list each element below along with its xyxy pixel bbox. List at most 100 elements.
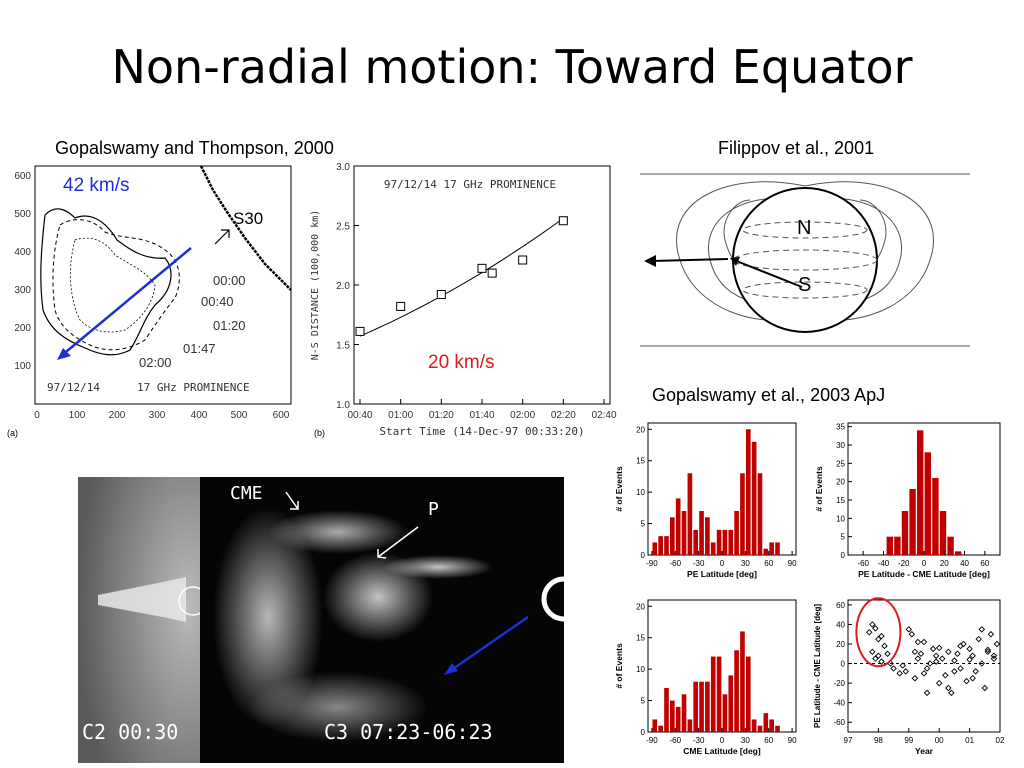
scatter-point [923,665,931,672]
data-point [436,290,446,300]
panel-b-frame [353,165,611,405]
yaxis-label: # of Events [814,466,824,512]
citation-gopalswamy-thompson: Gopalswamy and Thompson, 2000 [55,138,334,158]
histogram-bar [901,511,909,555]
scatter-point [966,645,973,653]
histogram-bar [652,542,658,555]
panel-a-ytick: 600 [14,171,31,182]
p-label: P [428,499,439,520]
xaxis-label: CME Latitude [deg] [683,746,761,756]
scatter-point [969,674,976,682]
panel-b-label: (b) [314,428,325,438]
ytick-label: -40 [833,699,845,708]
histogram-bar [681,694,687,732]
panel-b-xtick: 01:40 [469,410,494,421]
histogram-bar [670,700,675,732]
xtick-label: -90 [646,559,658,568]
scatter-point [957,665,964,672]
histogram-bar [775,725,780,732]
ytick-label: 25 [836,459,845,468]
scatter-point [911,648,919,656]
histogram-bar [652,719,658,732]
scatter-point [920,638,928,646]
histogram-bar [699,511,704,555]
histogram-bar [745,656,751,732]
histogram-bar [751,441,757,555]
panel-a-contour-map: 600 500 400 300 200 100 0 100 200 300 40… [7,165,292,438]
histogram-bar [722,694,728,732]
xaxis-label: PE Latitude - CME Latitude [deg] [858,569,990,579]
xtick-label: -60 [857,559,869,568]
histogram-bar [751,719,757,732]
scatter-point [981,684,989,692]
histogram-bar [763,713,769,732]
scatter-point [990,652,998,659]
direction-arrowhead [644,255,656,267]
histogram-bar [955,551,962,555]
ytick-label: 0 [641,728,646,737]
plot-frame [847,422,1001,556]
ytick-label: 60 [836,601,845,610]
cme-pointer [285,491,299,510]
scatter-point [914,638,922,646]
ytick-label: 10 [836,514,845,523]
latitude-line [742,281,868,299]
histogram-bar [947,536,954,555]
histogram-bar [681,511,687,555]
scatter-point [978,626,985,633]
scatter-point [963,677,970,685]
prominence-streak [383,555,493,579]
histogram-bar [917,430,924,555]
data-point [487,268,497,278]
cme-pointer-head [290,501,299,510]
ytick-label: 15 [636,634,645,643]
speed-label-42: 42 km/s [63,175,130,196]
yaxis-label: # of Events [614,643,624,689]
time-label: 02:00 [139,355,172,370]
panel-b-xtick: 01:20 [429,410,454,421]
histogram-bar [932,478,939,555]
speed-label-20: 20 km/s [428,352,495,373]
scatter-point [920,670,928,677]
ytick-label: 0 [841,551,846,560]
scatter-point [926,660,934,667]
time-label: 00:00 [213,273,246,288]
histogram-bar [939,511,947,555]
ytick-label: 15 [836,496,845,505]
scatter-point [917,650,925,658]
xtick-label: 90 [788,559,797,568]
scatter-point [890,665,897,672]
panel-b-xtick: 02:00 [510,410,535,421]
scatter-point [957,642,964,650]
histogram-bar [894,536,901,555]
histogram-bar [699,681,704,732]
citation-filippov: Filippov et al., 2001 [718,138,875,158]
xtick-label: 60 [764,736,773,745]
histogram-bar [675,498,681,555]
histogram-bar [670,517,675,555]
scatter-point [951,668,958,675]
scatter-point [932,652,940,659]
scatter-point [896,670,903,677]
scatter-point [978,660,985,667]
scatter-point [987,630,995,638]
cme-lower-lobe [248,672,428,742]
xtick-label: 40 [960,559,969,568]
scatter-year-latitude: -60 -40 -20 0 20 40 60 97 98 99 00 01 02 Year PE Latit… [813,597,1005,756]
panel-a-ytick: 100 [14,361,31,372]
scatter-point [872,625,879,632]
xaxis-label: PE Latitude [deg] [687,569,757,579]
histogram-bar [740,631,745,732]
panel-a-xtick: 600 [273,410,290,421]
scatter-point [881,642,888,650]
contour-dotted [70,237,156,333]
c3-caption: C3 07:23-06:23 [324,720,493,744]
scatter-point [951,657,958,664]
histogram-bar [710,542,716,555]
panel-a-xtick: 300 [149,410,166,421]
histogram-bar [687,719,693,732]
scatter-point [869,648,876,656]
xtick-label: 30 [741,559,750,568]
xtick-label: 99 [904,736,913,745]
contour-dashed [52,219,180,351]
